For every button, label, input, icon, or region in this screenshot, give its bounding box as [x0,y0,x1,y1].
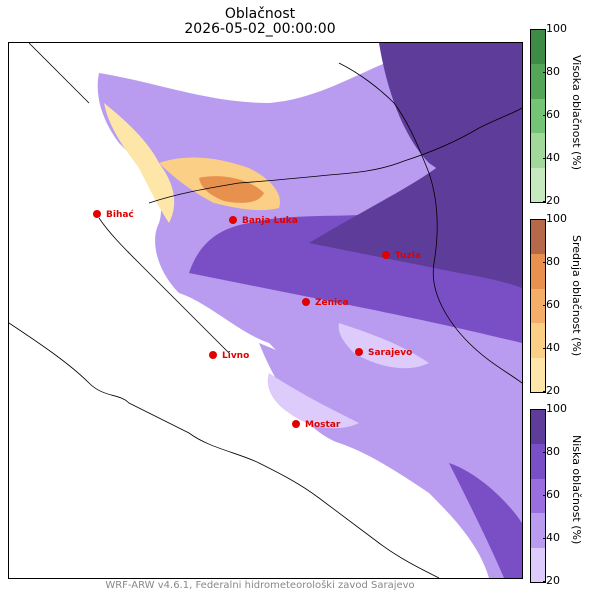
city-label-zenica: Zenica [315,298,349,308]
city-label-mostar: Mostar [305,420,341,430]
colorbar-tick-label: 40 [543,531,560,544]
cloud-cover-map: Bihać Banja Luka Tuzla Zenica Livno Sara… [8,42,523,579]
low-cloud-layer [97,43,522,578]
colorbar-segment [531,513,545,548]
colorbar-tick-label: 100 [543,402,567,415]
colorbar-segment [531,444,545,479]
colorbar-tick-label: 100 [543,212,567,225]
colorbar-segment [531,478,545,514]
city-marker-banja-luka [229,216,237,224]
colorbar-segment [531,98,545,134]
city-marker-sarajevo [355,348,363,356]
city-marker-tuzla [382,251,390,259]
colorbar-label-mid: Srednja oblačnost (%) [570,235,583,357]
colorbar-segment [531,288,545,324]
colorbar-segment [531,133,545,168]
colorbar-segment [531,410,545,445]
colorbar-tick-label: 60 [543,108,560,121]
colorbar-tick-label: 80 [543,65,560,78]
colorbar-segment [531,323,545,358]
colorbar-segment [531,220,545,255]
colorbar-low-cloud [530,409,546,583]
city-label-bihac: Bihać [106,209,134,220]
city-label-sarajevo: Sarajevo [368,348,412,358]
colorbar-tick-label: 80 [543,255,560,268]
mid-cloud-layer [104,103,280,223]
chart-timestamp: 2026-05-02_00:00:00 [184,21,336,37]
city-marker-zenica [302,298,310,306]
colorbar-tick-label: 20 [543,574,560,587]
colorbar-tick-label: 60 [543,298,560,311]
colorbar-segment [531,167,545,202]
colorbar-segment [531,30,545,65]
colorbar-high-cloud [530,29,546,203]
colorbar-segment [531,547,545,582]
chart-title: Oblačnost [224,6,296,22]
city-marker-mostar [292,420,300,428]
colorbar-tick-label: 20 [543,384,560,397]
colorbar-tick-label: 80 [543,445,560,458]
city-marker-bihac [93,210,101,218]
colorbar-tick-label: 40 [543,341,560,354]
colorbar-tick-label: 40 [543,151,560,164]
colorbar-tick-label: 20 [543,194,560,207]
colorbar-segment [531,357,545,392]
city-label-tuzla: Tuzla [395,251,421,261]
colorbar-label-high: Visoka oblačnost (%) [570,55,583,171]
colorbar-tick-label: 60 [543,488,560,501]
colorbar-tick-label: 100 [543,22,567,35]
city-label-banja-luka: Banja Luka [242,216,298,226]
colorbar-mid-cloud [530,219,546,393]
cities: Bihać Banja Luka Tuzla Zenica Livno Sara… [93,209,421,430]
borders [9,43,522,578]
city-label-livno: Livno [222,351,249,361]
colorbar-segment [531,64,545,99]
colorbar-segment [531,254,545,289]
credit-text: WRF-ARW v4.6.1, Federalni hidrometeorolo… [105,580,415,591]
city-marker-livno [209,351,217,359]
colorbar-label-low: Niska oblačnost (%) [570,435,583,545]
